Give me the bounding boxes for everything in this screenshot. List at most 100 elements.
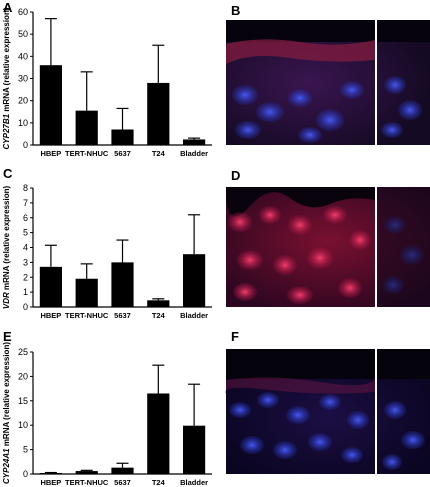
nucleus — [308, 433, 332, 451]
micrograph-d-top-dark — [226, 187, 375, 217]
nucleus — [259, 206, 281, 224]
y-axis-label-rest: mRNA (relative expression) — [2, 342, 11, 449]
bar — [147, 393, 170, 474]
micrograph-f — [225, 349, 430, 474]
bar — [75, 110, 98, 145]
nucleus — [340, 81, 364, 99]
nucleus — [228, 212, 252, 232]
category-label: Bladder — [180, 478, 208, 487]
bar — [183, 139, 206, 145]
micrograph-f-nuclei — [229, 392, 425, 470]
category-label: T24 — [152, 311, 166, 320]
category-label: Bladder — [180, 149, 208, 158]
category-label: TERT-NHUC — [65, 149, 109, 158]
y-axis-label: VDR mRNA (relative expression) — [2, 186, 11, 310]
nucleus — [307, 247, 333, 269]
chart-cyp24a1: 0 5 10 15 20 25 HBEP TERT-NHUC 5637 T24 Bladder CYP… — [2, 342, 212, 487]
nucleus — [288, 89, 312, 107]
panel-label-f: F — [231, 329, 239, 344]
nucleus — [233, 283, 257, 301]
micrograph-d — [226, 187, 430, 307]
y-tick-label: 60 — [18, 7, 28, 17]
nucleus — [288, 215, 312, 235]
bar — [39, 65, 62, 145]
nucleus — [349, 230, 371, 250]
micrograph-b-divider — [375, 20, 377, 145]
bar — [39, 266, 62, 307]
nucleus — [287, 286, 313, 304]
nucleus — [338, 278, 362, 298]
y-tick-label: 5 — [23, 445, 28, 455]
micrograph-f-red-edge — [225, 377, 375, 394]
panel-label-a: A — [3, 0, 13, 15]
y-axis-label: CYP24A1 mRNA (relative expression) — [2, 342, 11, 484]
y-axis-label-rest: mRNA (relative expression) — [2, 186, 11, 293]
nucleus — [256, 102, 284, 122]
micrograph-d-divider — [375, 187, 377, 307]
bar — [75, 471, 98, 474]
category-label: 5637 — [114, 478, 131, 487]
nucleus — [381, 122, 403, 138]
y-tick-label: 7 — [23, 198, 28, 208]
y-axis-label-gene: CYP27B1 — [2, 113, 11, 149]
y-tick-label: 0 — [23, 469, 28, 479]
y-tick-label: 15 — [18, 396, 28, 406]
nucleus — [382, 454, 402, 470]
nucleus — [240, 436, 264, 454]
category-label: Bladder — [180, 311, 208, 320]
y-axis-label-gene: CYP24A1 — [2, 448, 11, 484]
nucleus — [323, 206, 347, 224]
y-tick-label: 20 — [18, 371, 28, 381]
y-tick-label: 5 — [23, 228, 28, 238]
y-axis-label-gene: VDR — [2, 292, 11, 309]
panel-label-c: C — [3, 166, 13, 181]
y-tick-label: 10 — [18, 420, 28, 430]
bar — [183, 254, 206, 307]
category-label: TERT-NHUC — [65, 311, 109, 320]
bar — [147, 82, 170, 145]
chart-vdr: 0 1 2 3 4 5 6 7 8 HBEP TERT-NHUC 5637 T24 Bladder VDR … — [2, 183, 212, 320]
y-tick-label: 50 — [18, 29, 28, 39]
micrograph-f-top-dark — [226, 349, 430, 379]
micrograph-b-red-edge — [226, 39, 375, 64]
y-tick-label: 10 — [18, 118, 28, 128]
nucleus — [384, 401, 406, 419]
nucleus — [237, 250, 263, 270]
nucleus — [401, 431, 425, 449]
nucleus — [347, 411, 369, 429]
micrograph-f-divider — [375, 349, 377, 474]
y-tick-label: 0 — [23, 302, 28, 312]
chart-cyp27b1: 0 10 20 30 40 50 60 HBEP TERT-NHUC 5637 T24 Bladder… — [2, 7, 212, 158]
y-tick-label: 30 — [18, 74, 28, 84]
bar — [111, 262, 134, 307]
micrograph-b — [226, 20, 430, 145]
nucleus — [286, 406, 310, 424]
nucleus — [316, 109, 344, 131]
category-label: HBEP — [40, 149, 61, 158]
y-tick-label: 4 — [23, 243, 28, 253]
nucleus — [341, 447, 363, 463]
y-tick-label: 3 — [23, 257, 28, 267]
category-label: T24 — [152, 478, 166, 487]
category-label: 5637 — [114, 311, 131, 320]
panel-label-e: E — [3, 329, 12, 344]
y-tick-label: 20 — [18, 96, 28, 106]
micrograph-b-top-dark — [226, 20, 430, 42]
y-tick-label: 2 — [23, 272, 28, 282]
category-label: TERT-NHUC — [65, 478, 109, 487]
category-label: HBEP — [40, 311, 61, 320]
bar — [183, 425, 206, 474]
nucleus — [257, 392, 279, 408]
nucleus — [232, 85, 258, 105]
y-tick-label: 8 — [23, 183, 28, 193]
nucleus — [273, 441, 297, 459]
bar — [39, 473, 62, 474]
y-tick-label: 0 — [23, 140, 28, 150]
nucleus — [298, 127, 322, 143]
bar — [75, 278, 98, 307]
category-label: HBEP — [40, 478, 61, 487]
y-tick-label: 25 — [18, 347, 28, 357]
panel-label-b: B — [231, 3, 240, 18]
category-label: T24 — [152, 149, 166, 158]
